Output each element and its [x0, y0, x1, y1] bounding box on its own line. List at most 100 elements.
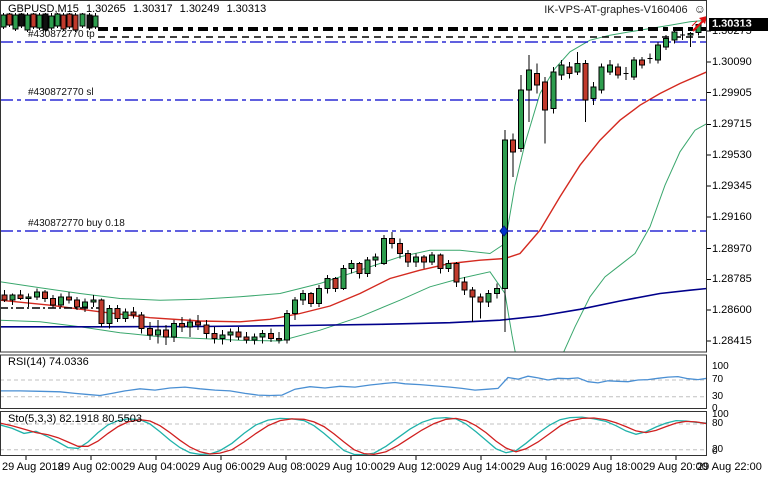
price-axis-label: 1.28600	[712, 304, 752, 316]
rsi-indicator-label: RSI(14) 74.0336	[8, 356, 89, 368]
price-axis-label: 1.29530	[712, 149, 752, 161]
order-tp-label[interactable]: #430872770 tp	[28, 29, 95, 40]
candle-body	[92, 15, 99, 28]
time-axis-label: 29 Aug 12:00	[383, 461, 448, 473]
candle-bull	[154, 329, 161, 336]
main-pane-border	[0, 0, 707, 353]
sto-pane-border	[0, 411, 707, 456]
price-axis-label: 1.28970	[712, 243, 752, 255]
buy-entry-marker	[499, 225, 509, 237]
rsi-line	[0, 375, 708, 397]
sto-indicator-label: Sto(5,3,3) 82.1918 80.5503	[8, 413, 142, 425]
candle-bear	[138, 314, 145, 330]
axis-ticks	[25, 30, 711, 460]
candle-body	[86, 14, 93, 29]
candle-bull	[413, 256, 420, 263]
candle-bull	[671, 31, 678, 41]
candle-bull	[445, 263, 452, 269]
candle-bull	[33, 291, 40, 298]
candle-bull	[106, 308, 113, 324]
sto-d-line	[0, 417, 708, 456]
candle-body	[79, 13, 86, 27]
candle-bear	[211, 333, 218, 339]
candle-bear	[203, 324, 210, 335]
candle-bear	[421, 256, 428, 263]
candle-bull	[219, 334, 226, 340]
candle-bear	[267, 333, 274, 339]
candle-body	[42, 13, 49, 31]
sto-axis-label: 100	[712, 409, 729, 420]
candle-bear	[49, 298, 56, 306]
signal-arrow-icon	[691, 16, 707, 32]
candle-bull	[550, 71, 557, 110]
price-axis-label: 1.30090	[712, 56, 752, 68]
candle-body	[24, 14, 31, 31]
candle-bear	[41, 291, 48, 299]
candle-bull	[300, 293, 307, 301]
ohlc-close: 1.30313	[226, 3, 267, 15]
candle-bear	[1, 294, 8, 301]
price-axis-label: 1.28415	[712, 335, 752, 347]
candle-bull	[663, 38, 670, 48]
chart-title-ohlc: GBPUSD,M15 1.30265 1.30317 1.30249 1.303…	[8, 3, 270, 15]
candle-bull	[485, 293, 492, 303]
candle-bull	[493, 288, 500, 294]
candle-bear	[195, 321, 202, 326]
current-price-box: 1.30313	[709, 18, 768, 31]
candle-bear	[98, 299, 105, 325]
slow-ma-line	[0, 287, 707, 328]
time-axis-label: 29 Aug 2018	[2, 461, 64, 473]
candle-bull	[364, 259, 371, 275]
candle-bull	[9, 294, 16, 301]
candle-body	[66, 13, 73, 28]
time-axis-label: 29 Aug 04:00	[123, 461, 188, 473]
candle-bull	[324, 278, 331, 289]
order-buy-label[interactable]: #430872770 buy 0.18	[28, 218, 125, 229]
price-axis-label: 1.29715	[712, 118, 752, 130]
candle-bull	[259, 333, 266, 338]
candle-bull	[187, 321, 194, 328]
candle-bull	[283, 313, 290, 341]
candle-bull	[598, 66, 605, 91]
candle-bull	[122, 311, 129, 319]
watermark-text: IK-VPS-AT-graphes-V160406	[544, 4, 688, 16]
candle-bull	[517, 89, 524, 149]
candle-bear	[235, 331, 242, 338]
candle-bull	[606, 64, 613, 73]
sto-k-line	[0, 416, 708, 456]
price-axis-label: 1.29160	[712, 211, 752, 223]
candle-body	[36, 14, 43, 29]
candle-bull	[57, 296, 64, 306]
candle-body	[60, 14, 67, 30]
rsi-pane-border	[0, 354, 707, 409]
candle-bear	[179, 323, 186, 328]
candle-bear	[534, 73, 541, 86]
time-axis-label: 29 Aug 22:00	[697, 461, 762, 473]
smiley-icon: ☺	[693, 2, 706, 16]
candle-bear	[74, 299, 81, 308]
candle-bull	[590, 86, 597, 100]
sto-axis-label: 20	[712, 444, 724, 455]
candle-body	[0, 14, 7, 28]
candle-bear	[66, 296, 73, 301]
candle-bear	[477, 296, 484, 303]
sto-axis-label: 80	[712, 418, 724, 429]
candle-bear	[509, 139, 516, 153]
candle-bear	[405, 253, 411, 263]
rsi-axis-label: 0	[712, 403, 718, 414]
candle-bear	[308, 293, 315, 304]
stochastic-pane	[0, 416, 708, 456]
candle-bull	[227, 331, 234, 336]
watermark: IK-VPS-AT-graphes-V160406 ☺	[544, 3, 706, 16]
order-sl-label[interactable]: #430872770 sl	[28, 87, 94, 98]
candle-bear	[437, 254, 444, 269]
price-axis-label: 1.29905	[712, 87, 752, 99]
candle-bear	[453, 263, 460, 283]
candle-body	[6, 13, 13, 26]
rsi-pane	[0, 375, 708, 398]
candle-body	[72, 14, 79, 31]
time-axis-label: 29 Aug 08:00	[253, 461, 318, 473]
ohlc-open: 1.30265	[85, 3, 126, 15]
time-axis-label: 29 Aug 02:00	[58, 461, 123, 473]
